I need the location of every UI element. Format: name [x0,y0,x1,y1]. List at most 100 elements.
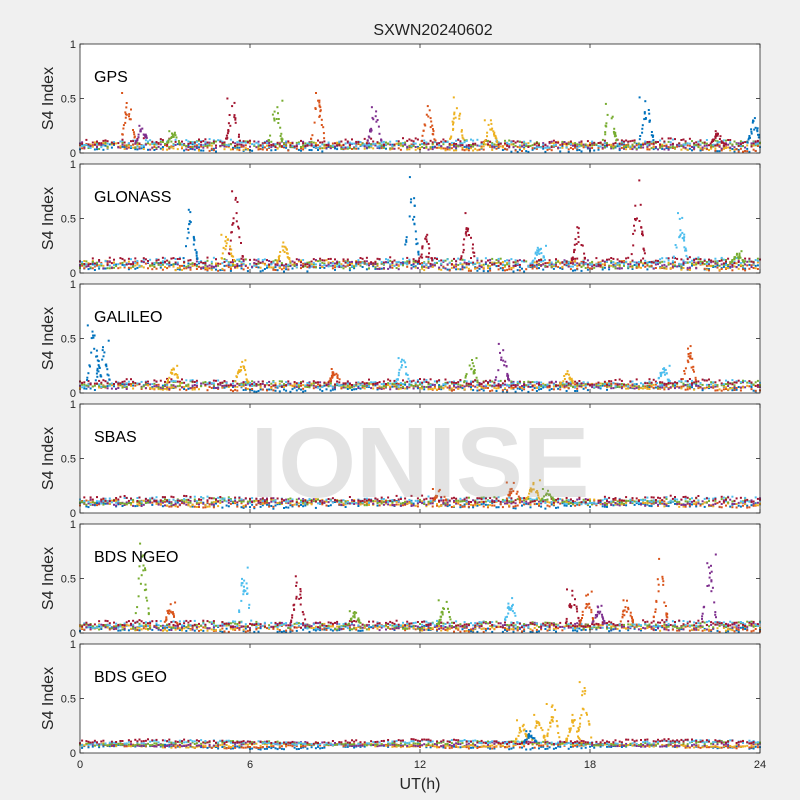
data-point [183,261,186,264]
data-point [128,118,131,121]
data-point [504,387,506,390]
data-point [432,128,434,131]
data-point [249,384,251,387]
data-point [487,387,489,389]
data-point [276,386,279,389]
data-point [274,389,277,392]
data-point [697,385,700,388]
data-point [140,265,143,268]
data-point [393,143,396,146]
data-point [127,383,130,386]
data-point [531,388,534,391]
data-point [144,258,147,261]
data-point [640,387,642,390]
data-point [261,269,264,272]
data-point [425,147,428,150]
data-point [96,142,98,145]
data-point [676,143,679,146]
data-point [416,147,419,150]
data-point [210,268,213,271]
data-point [508,262,511,265]
data-point [625,257,628,260]
data-point [654,141,657,144]
data-point [257,145,260,148]
data-point [406,263,409,266]
data-point [716,266,719,269]
data-point [459,384,462,387]
data-point [729,261,732,264]
data-point [682,385,685,388]
data-point [574,257,577,260]
data-point [329,384,332,387]
data-point [683,233,686,236]
data-point [444,385,447,388]
data-point [193,262,196,265]
data-point [232,390,234,393]
data-point [650,142,653,145]
data-point [733,384,736,387]
data-point [470,383,472,386]
data-point [460,129,463,132]
data-point [657,263,659,266]
data-point [181,146,183,149]
data-point [572,261,574,264]
data-point [499,384,502,387]
data-point [127,142,130,145]
data-point [124,121,127,124]
data-point [419,262,421,265]
data-point [293,382,296,385]
data-point [174,140,177,143]
data-point [198,139,200,142]
data-point [661,386,664,389]
data-point [395,142,398,145]
data-point [633,141,636,144]
data-point [654,146,657,148]
data-point [168,130,171,133]
data-point [234,384,237,387]
data-point [612,144,615,147]
data-point [246,141,249,144]
data-point [682,146,685,149]
data-point [134,148,137,151]
data-point [725,260,727,263]
data-point [542,143,545,146]
data-point [462,248,465,251]
data-point [480,142,483,145]
data-point [693,146,696,149]
plot-area [80,284,760,393]
data-point [725,259,727,261]
data-point [542,259,545,262]
data-point [506,144,509,147]
data-point [684,249,687,252]
data-point [429,385,432,388]
data-point [408,258,411,261]
data-point [202,262,205,264]
data-point [255,266,258,268]
data-point [684,261,687,264]
data-point [380,267,383,270]
data-point [727,143,730,146]
data-point [357,385,360,388]
data-point [365,146,368,149]
data-point [613,127,616,130]
data-point [225,264,228,267]
data-point [416,262,419,265]
data-point [87,268,90,271]
data-point [468,234,470,236]
data-point [548,381,551,384]
data-point [576,390,579,392]
data-point [423,143,426,146]
data-point [334,266,336,269]
data-point [142,266,145,269]
data-point [138,147,141,150]
data-point [208,141,211,144]
data-point [455,386,458,389]
data-point [686,258,689,261]
data-point [514,264,517,267]
data-point [134,264,137,267]
data-point [748,150,751,153]
data-point [425,379,428,381]
data-point [132,265,135,268]
data-point [603,383,606,386]
data-point [627,143,630,146]
